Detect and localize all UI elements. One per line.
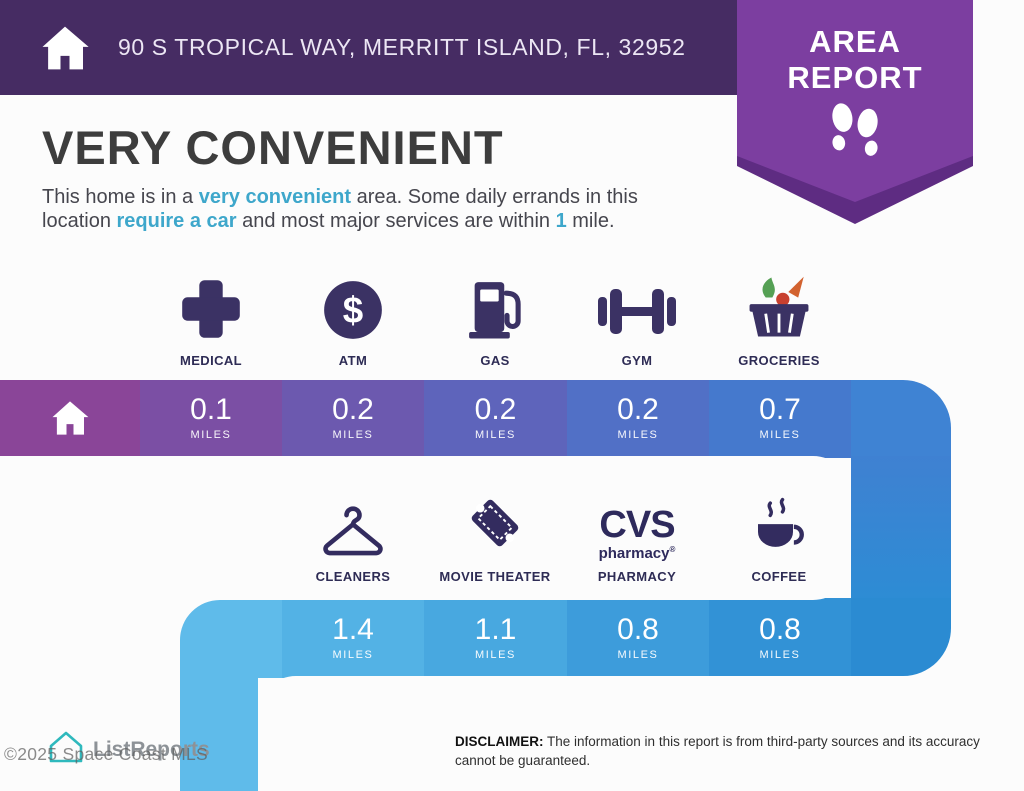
home-icon bbox=[0, 380, 140, 456]
poi-label: GROCERIES bbox=[738, 353, 820, 368]
badge-line2: REPORT bbox=[787, 60, 923, 95]
poi-label: GAS bbox=[480, 353, 510, 368]
groceries-basket-icon bbox=[741, 269, 817, 345]
gas-pump-icon bbox=[458, 271, 532, 345]
poi-label: GYM bbox=[621, 353, 653, 368]
poi-label: MEDICAL bbox=[179, 353, 243, 368]
intro-highlight-car: require a car bbox=[116, 209, 237, 232]
coffee-cup-icon bbox=[744, 489, 814, 561]
intro-highlight-mile: 1 bbox=[555, 209, 567, 232]
poi-label: COFFEE bbox=[751, 569, 807, 584]
svg-text:$: $ bbox=[343, 289, 363, 330]
pennant-shape bbox=[737, 0, 973, 224]
area-report-badge: AREA REPORT bbox=[737, 0, 973, 226]
poi-movie-theater: MOVIE THEATER bbox=[424, 468, 566, 584]
poi-medical: MEDICAL bbox=[140, 250, 282, 368]
listreports-house-icon bbox=[48, 730, 84, 769]
poi-label: MOVIE THEATER bbox=[439, 569, 551, 584]
distance-cell-gym: 0.2 MILES bbox=[617, 393, 659, 442]
badge-line1: AREA bbox=[809, 24, 901, 59]
distance-cell-coffee: 0.8 MILES bbox=[759, 613, 801, 662]
poi-label: PHARMACY bbox=[597, 569, 677, 584]
distance-cell-atm: 0.2 MILES bbox=[332, 393, 374, 442]
medical-cross-icon bbox=[175, 273, 247, 345]
listreports-wordmark: ListReports bbox=[93, 737, 210, 761]
poi-coffee: COFFEE bbox=[708, 468, 850, 584]
movie-ticket-icon bbox=[457, 485, 533, 561]
intro-text: This home is in a bbox=[42, 186, 199, 208]
page-title: VERY CONVENIENT bbox=[42, 121, 504, 174]
mls-watermark: ©2025 Space Coast MLS bbox=[4, 744, 209, 764]
distance-cell-cleaners: 1.4 MILES bbox=[332, 613, 374, 662]
atm-dollar-icon: $ bbox=[318, 275, 388, 345]
disclaimer-label: DISCLAIMER: bbox=[455, 734, 544, 749]
poi-label: ATM bbox=[338, 353, 368, 368]
distance-cell-pharmacy: 0.8 MILES bbox=[617, 613, 659, 662]
poi-row-1: MEDICAL $ ATM GAS bbox=[140, 250, 852, 368]
distance-cell-movie-theater: 1.1 MILES bbox=[474, 613, 517, 662]
cvs-pharmacy-logo: CVS pharmacy® bbox=[598, 504, 676, 562]
poi-gas: GAS bbox=[424, 250, 566, 368]
cleaners-hanger-icon bbox=[316, 497, 390, 561]
poi-atm: $ ATM bbox=[282, 250, 424, 368]
badge-title: AREA REPORT bbox=[737, 24, 973, 96]
distance-cell-gas: 0.2 MILES bbox=[474, 393, 517, 442]
gym-dumbbell-icon bbox=[597, 277, 677, 345]
home-icon bbox=[38, 21, 92, 75]
distance-cell-groceries: 0.7 MILES bbox=[759, 393, 801, 442]
cvs-wordmark: CVS bbox=[599, 504, 675, 546]
poi-pharmacy: CVS pharmacy® PHARMACY bbox=[566, 468, 708, 584]
intro-highlight-convenient: very convenient bbox=[198, 186, 352, 208]
intro-paragraph: This home is in a very convenient area. … bbox=[42, 186, 638, 232]
poi-label: CLEANERS bbox=[315, 569, 391, 584]
distance-cell-medical: 0.1 MILES bbox=[140, 380, 282, 456]
disclaimer-text: The information in this report is from t… bbox=[455, 734, 980, 768]
listreports-logo: ListReports bbox=[48, 730, 210, 769]
distance-value: 0.1 bbox=[190, 393, 232, 426]
poi-groceries: GROCERIES bbox=[708, 250, 850, 368]
poi-cleaners: CLEANERS bbox=[282, 468, 424, 584]
poi-row-2: CLEANERS MOVIE THEATER CVS pharmacy® bbox=[282, 468, 852, 584]
distance-unit: MILES bbox=[190, 429, 232, 441]
poi-gym: GYM bbox=[566, 250, 708, 368]
property-address: 90 S TROPICAL WAY, MERRITT ISLAND, FL, 3… bbox=[118, 34, 686, 60]
footprints-icon bbox=[737, 96, 973, 168]
disclaimer: DISCLAIMER: The information in this repo… bbox=[455, 733, 983, 771]
